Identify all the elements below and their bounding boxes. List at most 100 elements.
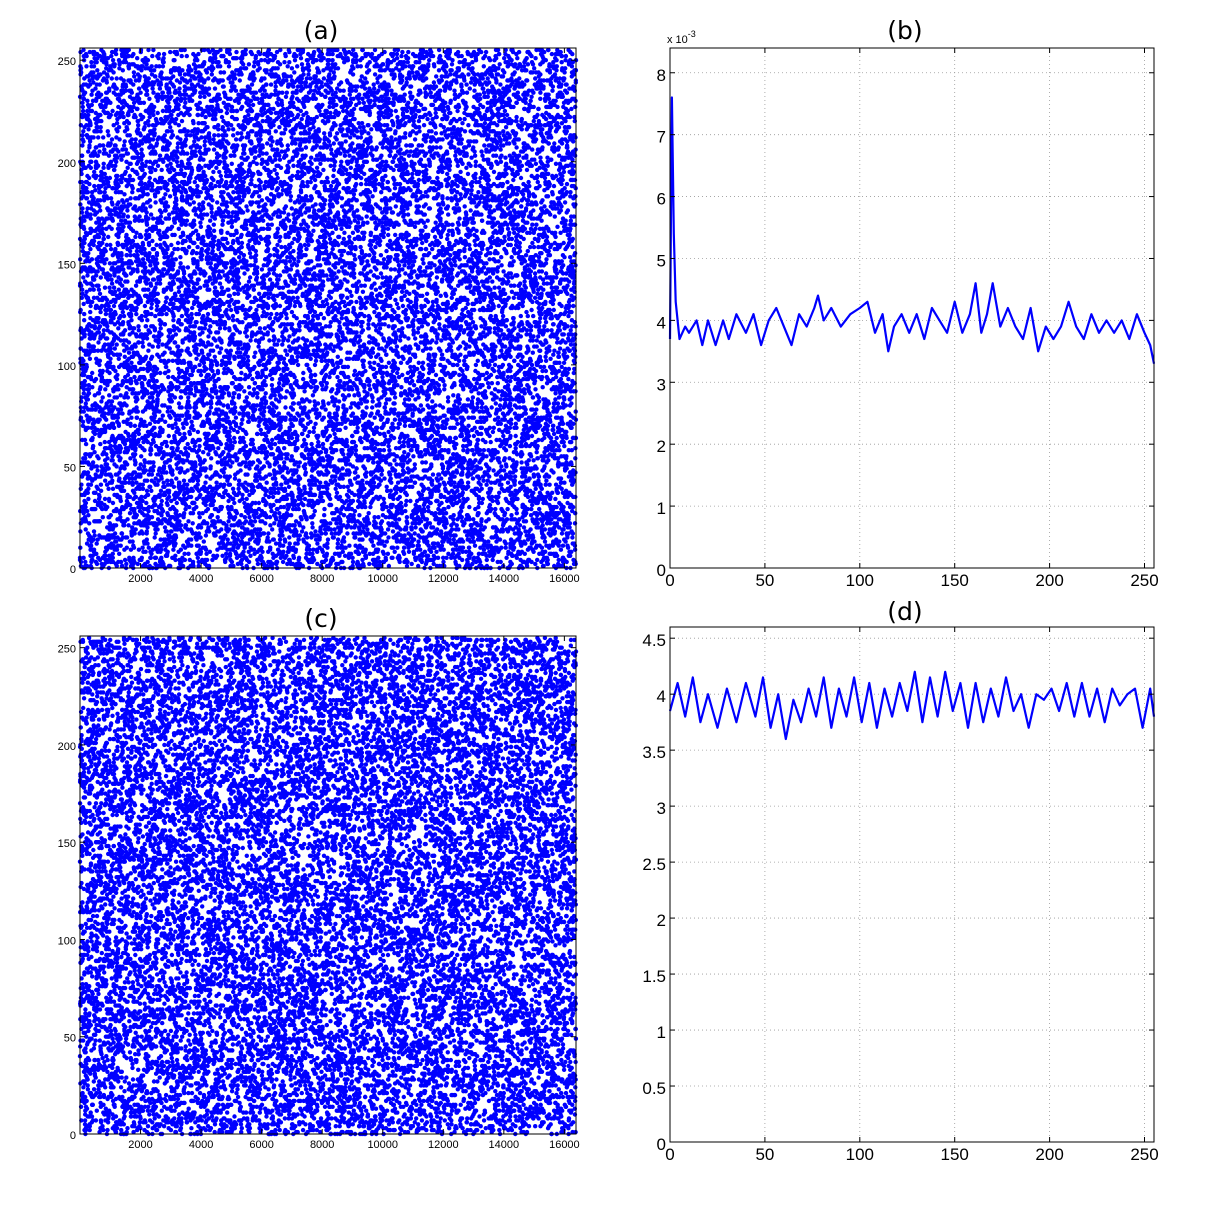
- scatter-point: [101, 161, 106, 166]
- scatter-point: [107, 86, 112, 91]
- scatter-point: [207, 352, 212, 357]
- scatter-point: [136, 96, 142, 102]
- scatter-point: [219, 228, 224, 233]
- scatter-point: [215, 344, 220, 349]
- scatter-point: [187, 202, 193, 207]
- scatter-point: [190, 521, 195, 526]
- scatter-point: [228, 96, 233, 102]
- scatter-point: [127, 220, 133, 225]
- scatter-point: [224, 551, 229, 556]
- scatter-point: [179, 118, 185, 124]
- scatter-point: [138, 299, 143, 305]
- scatter-point: [116, 149, 121, 154]
- scatter-point: [133, 452, 138, 457]
- scatter-point: [213, 533, 218, 538]
- scatter-point: [108, 196, 114, 201]
- scatter-point: [131, 70, 137, 75]
- scatter-point: [221, 403, 226, 408]
- scatter-point: [100, 515, 106, 520]
- scatter-point: [156, 56, 161, 61]
- scatter-point: [118, 277, 124, 282]
- scatter-point: [173, 557, 178, 563]
- scatter-point: [156, 344, 161, 349]
- scatter-point: [155, 291, 160, 296]
- scatter-point: [112, 346, 118, 351]
- scatter-point: [100, 395, 105, 400]
- scatter-point: [170, 472, 175, 477]
- scatter-point: [142, 246, 147, 252]
- scatter-point: [158, 488, 164, 493]
- scatter-point: [113, 523, 119, 528]
- scatter-point: [149, 488, 154, 493]
- scatter-point: [111, 285, 117, 290]
- scatter-point: [192, 330, 197, 335]
- scatter-point: [172, 395, 178, 400]
- scatter-point: [107, 498, 112, 504]
- scatter-point: [179, 348, 184, 353]
- scatter-point: [109, 137, 115, 142]
- scatter-point: [224, 149, 229, 154]
- scatter-point: [106, 303, 111, 309]
- scatter-point: [87, 417, 93, 422]
- scatter-point: [83, 527, 88, 532]
- scatter-point: [78, 405, 84, 410]
- scatter-point: [157, 228, 162, 233]
- scatter-point: [152, 104, 157, 110]
- scatter-point: [169, 287, 174, 292]
- scatter-point: [194, 356, 199, 361]
- scatter-point: [164, 82, 169, 87]
- scatter-point: [170, 133, 176, 138]
- scatter-point: [132, 374, 137, 380]
- scatter-point: [192, 334, 198, 339]
- scatter-point: [102, 171, 108, 177]
- scatter-point: [151, 112, 156, 118]
- scatter-point: [201, 206, 206, 211]
- scatter-point: [121, 267, 126, 272]
- scatter-point: [136, 427, 141, 433]
- scatter-point: [160, 427, 165, 433]
- scatter-point: [87, 521, 92, 526]
- scatter-point: [217, 159, 223, 164]
- scatter-point: [209, 401, 214, 406]
- scatter-point: [84, 53, 89, 59]
- scatter-point: [189, 316, 194, 321]
- scatter-point: [93, 490, 98, 495]
- scatter-point: [191, 121, 196, 126]
- scatter-point: [224, 200, 229, 205]
- scatter-point: [113, 311, 118, 317]
- scatter-point: [178, 137, 183, 142]
- scatter-point: [131, 545, 137, 550]
- scatter-point: [212, 525, 218, 530]
- scatter-point: [88, 543, 94, 548]
- scatter-point: [186, 283, 191, 288]
- scatter-point: [187, 106, 193, 112]
- scatter-point: [95, 68, 100, 73]
- scatter-point: [148, 212, 154, 217]
- scatter-point: [125, 517, 130, 522]
- scatter-point: [125, 462, 130, 467]
- scatter-point: [109, 399, 115, 404]
- scatter-point: [132, 74, 137, 79]
- scatter-point: [165, 181, 170, 187]
- scatter-point: [104, 80, 110, 85]
- scatter-point: [198, 492, 203, 498]
- scatter-point: [217, 153, 222, 158]
- scatter-point: [176, 318, 182, 323]
- scatter-point: [160, 508, 166, 514]
- scatter-point: [182, 435, 188, 441]
- scatter-point: [158, 214, 163, 219]
- scatter-point: [124, 403, 129, 408]
- scatter-point: [159, 175, 165, 181]
- scatter-point: [93, 407, 98, 412]
- scatter-point: [118, 446, 124, 451]
- scatter-point: [197, 362, 202, 368]
- scatter-point: [227, 293, 232, 298]
- scatter-point: [183, 143, 188, 148]
- scatter-point: [175, 155, 180, 160]
- scatter-point: [83, 456, 88, 461]
- scatter-point: [81, 391, 87, 396]
- scatter-point: [224, 204, 230, 209]
- scatter-point: [179, 53, 184, 59]
- scatter-point: [164, 470, 169, 475]
- scatter-point: [132, 433, 137, 439]
